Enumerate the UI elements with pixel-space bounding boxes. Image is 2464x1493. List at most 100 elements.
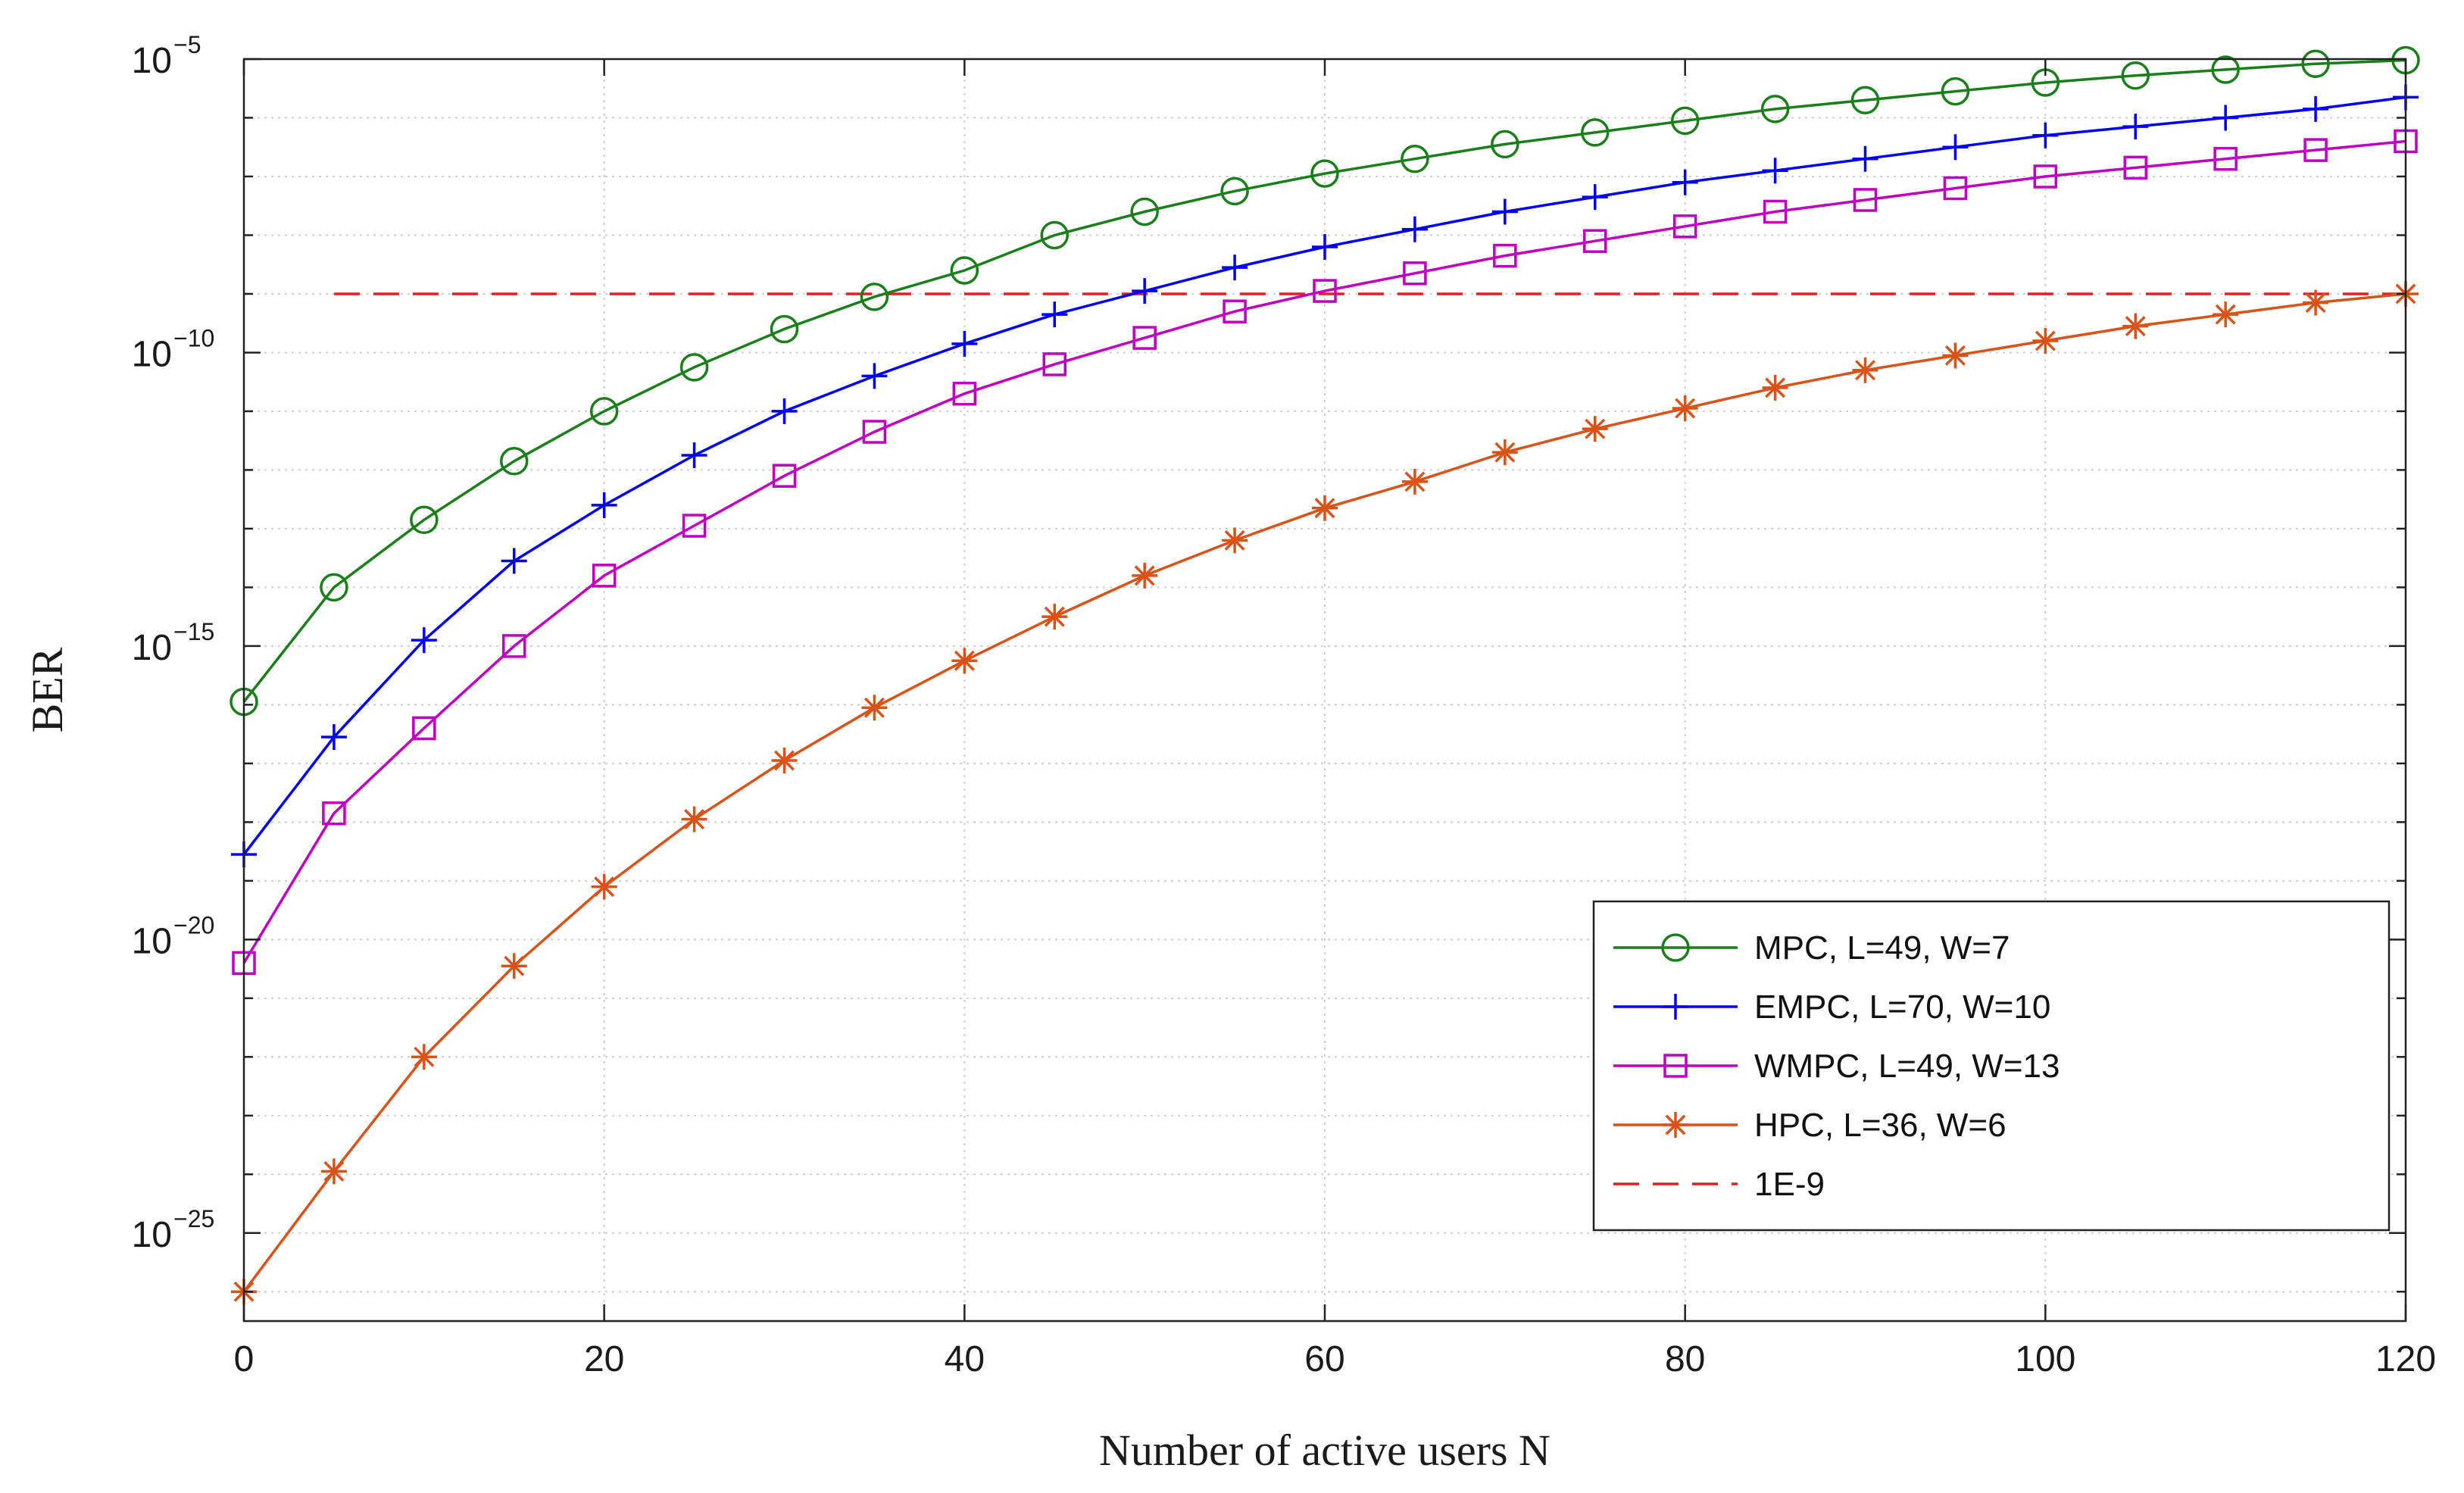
- data-point: [1672, 395, 1698, 422]
- x-tick-label: 0: [234, 1339, 255, 1379]
- data-point: [1581, 118, 1610, 147]
- data-point: [771, 398, 798, 424]
- series-mpc-l-49-w-7: [230, 45, 2420, 717]
- legend-marker: [1663, 1054, 1688, 1078]
- data-point: [1312, 495, 1338, 521]
- x-tick-label: 100: [2015, 1339, 2075, 1379]
- data-point: [1042, 604, 1068, 630]
- data-point: [1040, 220, 1069, 250]
- data-point: [951, 330, 978, 357]
- legend-item: WMPC, L=49, W=13: [1613, 1048, 2060, 1085]
- data-point: [1223, 299, 1247, 323]
- data-point: [1763, 199, 1788, 224]
- y-tick-label: 10: [132, 921, 172, 961]
- y-tick-label: 10: [132, 334, 172, 374]
- data-point: [1942, 134, 1969, 161]
- y-tick-exponent: −15: [173, 618, 214, 645]
- data-point: [320, 573, 348, 602]
- data-point: [1583, 229, 1607, 253]
- x-tick-label: 20: [584, 1339, 624, 1379]
- data-point: [1852, 145, 1878, 172]
- data-point: [2303, 289, 2329, 316]
- x-tick-labels: 0 20 40 60 80 100 120: [234, 1339, 2436, 1379]
- data-point: [1222, 255, 1248, 281]
- data-point: [1491, 130, 1519, 159]
- legend-item: MPC, L=49, W=7: [1613, 929, 2010, 967]
- y-axis-label: BER: [23, 647, 72, 732]
- legend-item: HPC, L=36, W=6: [1613, 1107, 2006, 1144]
- legend-label: 1E-9: [1754, 1166, 1825, 1203]
- data-point: [410, 505, 439, 535]
- data-point: [681, 806, 707, 832]
- data-point: [1942, 342, 1969, 369]
- legend: MPC, L=49, W=7 EMPC, L=70, W=10 WMPC, L=49…: [1592, 900, 2391, 1232]
- data-point: [2032, 327, 2059, 354]
- data-point: [2213, 301, 2239, 328]
- x-tick-label: 60: [1304, 1339, 1344, 1379]
- data-point: [951, 648, 978, 674]
- data-point: [1582, 184, 1608, 211]
- legend-label: HPC, L=36, W=6: [1754, 1107, 2006, 1144]
- data-point: [322, 801, 346, 826]
- data-point: [320, 723, 347, 750]
- tick-layer: [242, 58, 2407, 1321]
- data-point: [1310, 159, 1339, 188]
- legend-item: 1E-9: [1613, 1166, 1825, 1203]
- data-point: [679, 353, 709, 382]
- x-tick-label: 80: [1665, 1339, 1705, 1379]
- x-axis-label: Number of active users N: [1099, 1426, 1551, 1475]
- y-tick-label: 10: [132, 41, 172, 81]
- data-point: [411, 1044, 437, 1070]
- data-point: [501, 953, 527, 979]
- data-point: [682, 514, 707, 538]
- data-point: [1493, 243, 1517, 268]
- data-point: [1672, 214, 1697, 239]
- data-point: [500, 447, 529, 476]
- data-point: [1042, 352, 1066, 376]
- data-point: [862, 420, 887, 444]
- data-point: [501, 548, 527, 574]
- data-point: [1762, 158, 1788, 184]
- data-point: [2123, 155, 2147, 180]
- data-point: [861, 363, 888, 389]
- data-point: [2122, 114, 2149, 140]
- data-point: [411, 627, 437, 654]
- data-point: [2211, 55, 2240, 84]
- data-point: [1943, 176, 1968, 201]
- legend-label: WMPC, L=49, W=13: [1754, 1048, 2060, 1085]
- y-tick-exponent: −5: [173, 31, 201, 58]
- data-point: [1401, 144, 1429, 173]
- data-point: [1852, 357, 1878, 383]
- data-point: [950, 256, 979, 285]
- data-point: [591, 873, 617, 900]
- x-tick-label: 120: [2375, 1339, 2436, 1379]
- data-point: [681, 442, 707, 469]
- data-point: [2033, 164, 2058, 189]
- series-line-wmpc-l-49-w-13: [242, 139, 2406, 964]
- data-point: [1132, 278, 1158, 305]
- series-hpc-l-36-w-6: [231, 280, 2419, 1305]
- data-point: [1403, 261, 1427, 286]
- data-point: [771, 747, 798, 773]
- data-point: [412, 716, 436, 741]
- data-point: [589, 397, 619, 426]
- data-point: [592, 564, 617, 588]
- data-point: [1491, 198, 1518, 225]
- data-point: [860, 283, 889, 311]
- data-point: [2122, 313, 2149, 339]
- data-point: [1042, 301, 1068, 328]
- y-tick-exponent: −10: [173, 324, 214, 351]
- data-point: [2213, 146, 2238, 171]
- data-point: [772, 464, 797, 488]
- data-point: [2121, 61, 2150, 90]
- data-point: [2213, 105, 2239, 131]
- data-point: [1313, 279, 1337, 303]
- legend-marker: [1663, 994, 1688, 1020]
- legend-label: EMPC, L=70, W=10: [1754, 989, 2050, 1026]
- legend-label: MPC, L=49, W=7: [1754, 929, 2010, 967]
- y-tick-label: 10: [132, 628, 172, 668]
- data-point: [1850, 86, 1880, 114]
- data-point: [1132, 326, 1157, 350]
- data-point: [1222, 527, 1248, 554]
